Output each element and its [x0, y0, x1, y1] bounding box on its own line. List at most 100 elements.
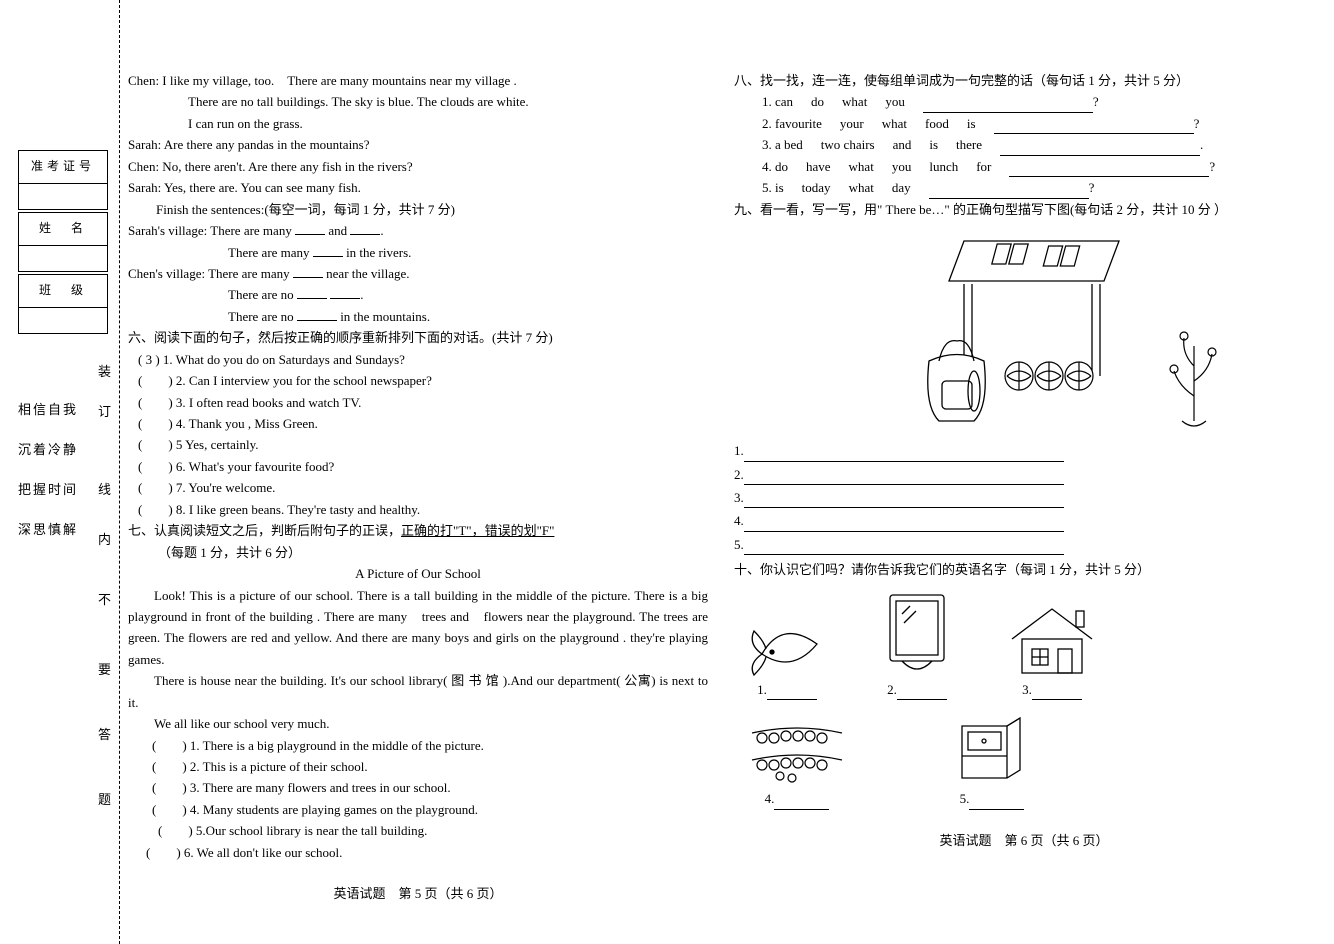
sec9-answer-lines: 1. 2. 3. 4. 5.: [734, 440, 1314, 555]
word: you: [885, 91, 905, 112]
pic-fish: 1.: [742, 609, 832, 700]
s1a: Sarah's village: There are many: [128, 223, 295, 238]
row-punct: ?: [1093, 94, 1099, 109]
slogan-4: 深思慎解: [18, 520, 78, 541]
blank: [297, 308, 337, 321]
blank: [350, 222, 380, 235]
blank: [929, 186, 1089, 199]
tf-item: ( ) 1. There is a big playground in the …: [152, 735, 708, 756]
blank: [297, 286, 327, 299]
name-box: 姓 名: [18, 212, 108, 272]
slogan-3: 把握时间: [18, 480, 78, 501]
word: is: [967, 113, 976, 134]
exam-id-box: 准考证号: [18, 150, 108, 210]
sec9-line: 4.: [734, 510, 1314, 531]
row-words: istodaywhatday: [775, 180, 929, 195]
word: a bed: [775, 134, 803, 155]
sec7-title: A Picture of Our School: [128, 563, 708, 584]
sec8-row: 1. candowhatyou?: [734, 91, 1314, 112]
exam-id-label: 准考证号: [19, 151, 107, 183]
sec7-head-b: 正确的打"T"，错误的划"F": [401, 523, 554, 538]
right-footer: 英语试题 第 6 页（共 6 页）: [734, 830, 1314, 851]
word: food: [925, 113, 949, 134]
label: 3.: [734, 490, 744, 505]
sec6-item: ( ) 4. Thank you , Miss Green.: [138, 413, 708, 434]
word: what: [849, 156, 874, 177]
label: 4.: [765, 791, 775, 806]
s5a: There are no: [228, 309, 297, 324]
word: day: [892, 177, 911, 198]
dialogue-line-3: I can run on the grass.: [128, 113, 708, 134]
dialogue-line-6: Sarah: Yes, there are. You can see many …: [128, 177, 708, 198]
fill-s1: Sarah's village: There are many and .: [128, 220, 708, 241]
sec7-p1: Look! This is a picture of our school. T…: [128, 585, 708, 671]
section-6-head: 六、阅读下面的句子，然后按正确的顺序重新排列下面的对话。(共计 7 分): [128, 327, 708, 348]
row-num: 3.: [762, 137, 775, 152]
finish-head: Finish the sentences:(每空一词，每词 1 分，共计 7 分…: [128, 199, 708, 220]
blank: [744, 449, 1064, 462]
tf-item: ( ) 3. There are many flowers and trees …: [152, 777, 708, 798]
label: 2.: [734, 467, 744, 482]
sec8-row: 5. istodaywhatday?: [734, 177, 1314, 198]
s2b: in the rivers.: [343, 245, 412, 260]
blank: [994, 121, 1194, 134]
sec10-row1: 1. 2. 3.: [734, 589, 1314, 700]
sec6-items: ( 3 ) 1. What do you do on Saturdays and…: [128, 349, 708, 521]
fill-s3: Chen's village: There are many near the …: [128, 263, 708, 284]
section-7-head: 七、认真阅读短文之后，判断后附句子的正误，正确的打"T"，错误的划"F": [128, 520, 708, 541]
right-column: 八、找一找，连一连，使每组单词成为一句完整的话（每句话 1 分，共计 5 分） …: [734, 70, 1314, 924]
sec10-row2: 4. 5.: [734, 708, 1314, 809]
word: today: [802, 177, 831, 198]
blank: [774, 797, 829, 810]
word: favourite: [775, 113, 822, 134]
spine-char-2: 订: [98, 402, 111, 423]
sec6-item: ( ) 5 Yes, certainly.: [138, 434, 708, 455]
spine-char-8: 题: [98, 790, 111, 811]
sec8-row: 3. a bedtwo chairsandisthere.: [734, 134, 1314, 155]
row-num: 4.: [762, 159, 775, 174]
dialogue-line-4: Sarah: Are there any pandas in the mount…: [128, 134, 708, 155]
spine-char-3: 线: [98, 480, 111, 501]
class-label: 班 级: [19, 275, 107, 307]
fill-s5: There are no in the mountains.: [128, 306, 708, 327]
blank: [923, 100, 1093, 113]
word: for: [976, 156, 991, 177]
pic-label: 1.: [742, 679, 832, 700]
sec8-row: 4. dohavewhatyoulunchfor?: [734, 156, 1314, 177]
row-words: favouriteyourwhatfoodis: [775, 116, 994, 131]
sec6-item: ( ) 6. What's your favourite food?: [138, 456, 708, 477]
tf-item: ( ) 4. Many students are playing games o…: [152, 799, 708, 820]
sec9-line: 2.: [734, 464, 1314, 485]
blank: [744, 542, 1064, 555]
blank: [744, 472, 1064, 485]
house-icon: [1002, 599, 1102, 679]
tf-item: ( ) 6. We all don't like our school.: [146, 842, 708, 863]
s4a: There are no: [228, 287, 297, 302]
slogan-1: 相信自我: [18, 400, 78, 421]
blank: [1009, 164, 1209, 177]
s3b: near the village.: [323, 266, 410, 281]
name-label: 姓 名: [19, 213, 107, 245]
s2a: There are many: [228, 245, 313, 260]
sec6-item: ( ) 3. I often read books and watch TV.: [138, 392, 708, 413]
label: 2.: [887, 682, 897, 697]
label: 1.: [734, 443, 744, 458]
s5b: in the mountains.: [337, 309, 430, 324]
page-content: Chen: I like my village, too. There are …: [128, 70, 1314, 924]
blank: [744, 519, 1064, 532]
row-num: 1.: [762, 94, 775, 109]
left-footer: 英语试题 第 5 页（共 6 页）: [128, 883, 708, 904]
dialogue-line-2: There are no tall buildings. The sky is …: [128, 91, 708, 112]
section-10-head: 十、你认识它们吗？请你告诉我它们的英语名字（每词 1 分，共计 5 分）: [734, 559, 1314, 580]
word: do: [775, 156, 788, 177]
s3a: Chen's village: There are many: [128, 266, 293, 281]
fill-s4: There are no .: [128, 284, 708, 305]
word: what: [882, 113, 907, 134]
pic-label: 2.: [872, 679, 962, 700]
word: can: [775, 91, 793, 112]
blank: [744, 495, 1064, 508]
sec7-subhead: （每题 1 分，共计 6 分）: [128, 542, 708, 563]
word: do: [811, 91, 824, 112]
scene-illustration: [824, 226, 1224, 436]
pic-grapes: 4.: [742, 718, 852, 809]
